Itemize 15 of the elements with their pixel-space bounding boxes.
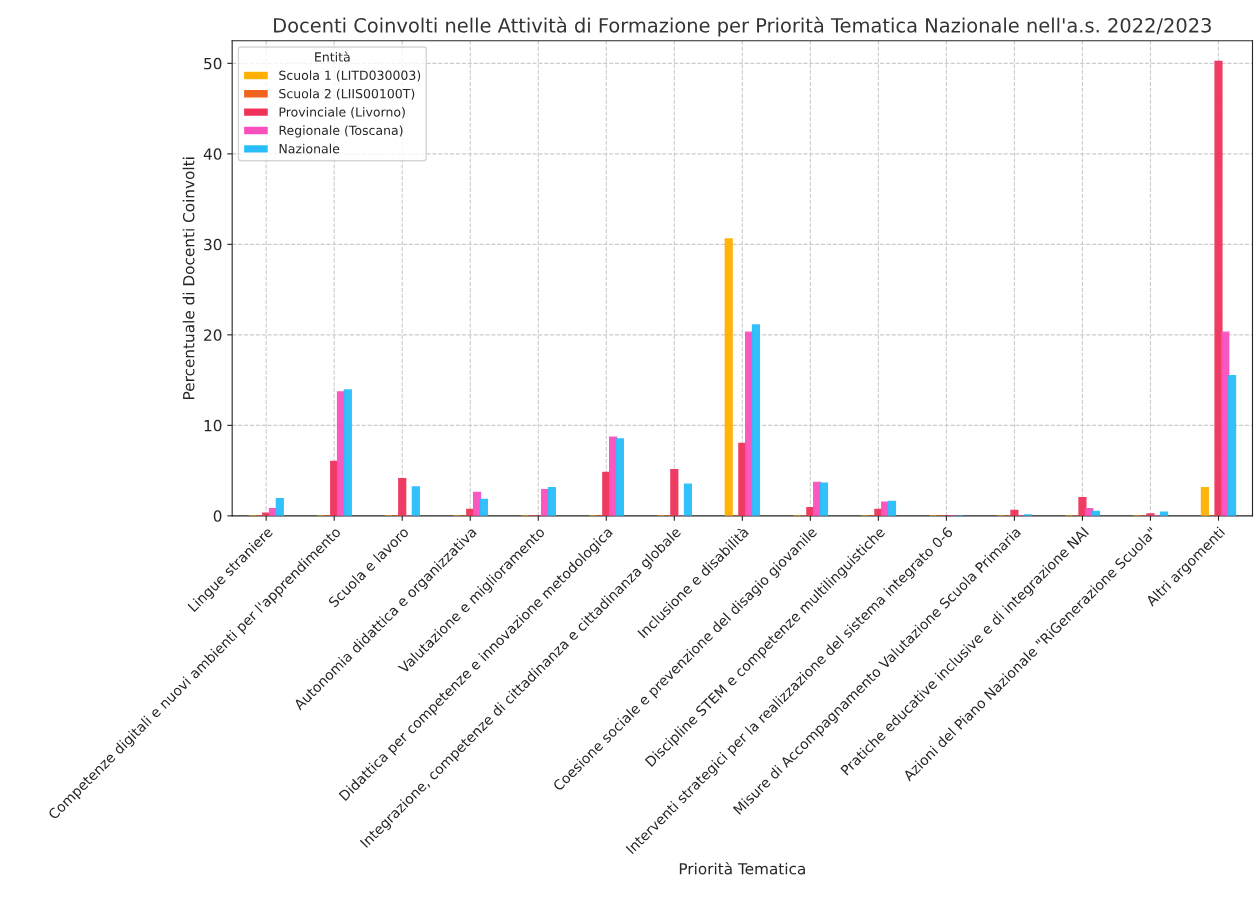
y-tick-label: 50 bbox=[204, 57, 222, 70]
chart-title: Docenti Coinvolti nelle Attività di Formazione per Priorità Tematica Nazionale nell'a.s. 2022/2023 bbox=[274, 16, 1211, 37]
legend-label: Nazionale bbox=[279, 143, 340, 154]
y-axis-title: Percentuale di Docenti Coinvolti bbox=[182, 157, 195, 399]
legend-label: Provinciale (Livorno) bbox=[279, 107, 405, 119]
legend-title: Entità bbox=[315, 51, 350, 62]
legend-label: Scuola 1 (LITD030003) bbox=[279, 70, 421, 82]
y-tick-label: 10 bbox=[204, 419, 222, 432]
legend-label: Scuola 2 (LIIS00100T) bbox=[279, 88, 415, 100]
y-tick-label: 40 bbox=[203, 148, 222, 160]
y-tick-label: 20 bbox=[204, 329, 222, 341]
y-tick-label: 30 bbox=[204, 238, 222, 251]
x-axis-title: Priorità Tematica bbox=[679, 862, 805, 875]
y-tick-label: 0 bbox=[213, 510, 222, 522]
legend-label: Regionale (Toscana) bbox=[279, 125, 403, 138]
